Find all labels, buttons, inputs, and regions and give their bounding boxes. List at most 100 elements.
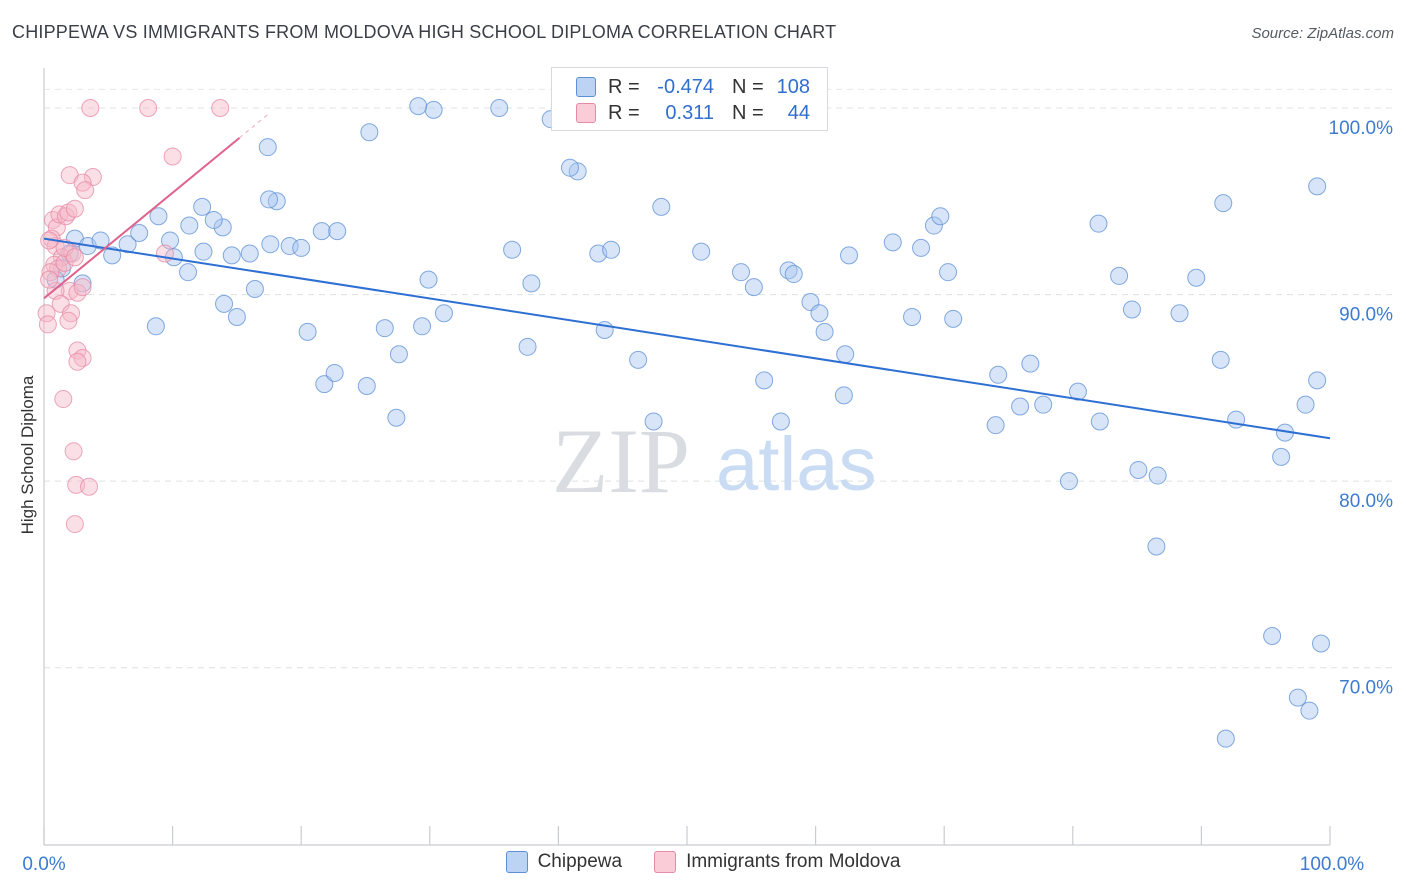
correlation-legend: R = -0.474 N = 108 R = 0.311 N = 44: [551, 67, 828, 131]
data-point-chippewa: [1211, 350, 1230, 369]
axes: [43, 68, 1331, 846]
data-point-chippewa: [325, 363, 344, 382]
data-point-chippewa: [1148, 466, 1167, 485]
legend-r-value: 0.311: [665, 101, 714, 124]
data-points: [37, 97, 1330, 748]
source-label: Source: ZipAtlas.com: [1251, 25, 1394, 42]
data-point-chippewa: [931, 207, 950, 226]
data-point-chippewa: [292, 238, 311, 257]
data-point-chippewa: [261, 235, 280, 254]
data-point-chippewa: [810, 304, 829, 323]
data-point-chippewa: [732, 263, 751, 282]
data-point-chippewa: [560, 158, 579, 177]
data-point-chippewa: [258, 138, 277, 157]
data-point-moldova: [211, 98, 230, 117]
data-point-chippewa: [1214, 194, 1233, 213]
trend-line-moldova: [43, 137, 241, 300]
legend-swatch-moldova: [654, 851, 677, 873]
watermark: ZIP atlas: [552, 410, 877, 512]
data-point-chippewa: [1308, 371, 1327, 390]
data-point-chippewa: [245, 279, 264, 298]
data-point-chippewa: [413, 317, 432, 336]
data-point-chippewa: [834, 386, 853, 405]
data-point-chippewa: [522, 274, 541, 293]
data-point-moldova: [55, 238, 74, 257]
data-point-chippewa: [644, 412, 663, 431]
data-point-chippewa: [815, 322, 834, 341]
data-point-chippewa: [784, 265, 803, 284]
legend-label-chippewa: Chippewa: [537, 851, 623, 872]
data-point-moldova: [139, 98, 158, 117]
data-point-chippewa: [1089, 214, 1108, 233]
legend-swatch-chippewa: [505, 851, 528, 873]
data-point-moldova: [68, 283, 87, 302]
data-point-chippewa: [1308, 177, 1327, 196]
data-point-chippewa: [312, 222, 331, 241]
data-point-chippewa: [903, 307, 922, 326]
trend-extension-moldova: [239, 113, 270, 139]
data-point-chippewa: [1122, 300, 1141, 319]
data-point-chippewa: [387, 408, 406, 427]
data-point-chippewa: [213, 218, 232, 237]
data-point-chippewa: [1216, 729, 1235, 748]
gridlines: [44, 88, 1395, 669]
legend-item-chippewa[interactable]: Chippewa: [505, 851, 623, 873]
legend-row-moldova: R = 0.311 N = 44: [576, 101, 810, 125]
data-point-chippewa: [652, 197, 671, 216]
data-point-moldova: [155, 244, 174, 263]
data-point-chippewa: [267, 192, 286, 211]
data-point-moldova: [76, 181, 95, 200]
data-point-chippewa: [503, 240, 522, 259]
data-point-chippewa: [91, 231, 110, 250]
data-point-chippewa: [744, 278, 763, 297]
data-point-chippewa: [1296, 395, 1315, 414]
legend-label-moldova: Immigrants from Moldova: [686, 851, 901, 872]
data-point-moldova: [81, 98, 100, 117]
data-point-chippewa: [1147, 537, 1166, 556]
data-point-moldova: [65, 248, 84, 267]
data-point-moldova: [65, 515, 84, 534]
data-point-chippewa: [924, 216, 943, 235]
data-point-chippewa: [840, 246, 859, 265]
chart-title: CHIPPEWA VS IMMIGRANTS FROM MOLDOVA HIGH…: [12, 22, 837, 42]
data-point-chippewa: [419, 270, 438, 289]
data-point-chippewa: [146, 317, 165, 336]
data-point-moldova: [51, 294, 70, 313]
x-tick-label: 100.0%: [1300, 854, 1365, 875]
data-point-moldova: [163, 147, 182, 166]
data-point-chippewa: [434, 304, 453, 323]
data-point-chippewa: [194, 242, 213, 261]
data-point-moldova: [59, 311, 78, 330]
legend-item-moldova[interactable]: Immigrants from Moldova: [654, 851, 900, 873]
data-point-chippewa: [1263, 627, 1282, 646]
data-point-chippewa: [298, 322, 317, 341]
data-point-moldova: [62, 304, 81, 323]
legend-r-value: -0.474: [657, 75, 714, 98]
data-point-moldova: [54, 390, 73, 409]
data-point-moldova: [73, 173, 92, 192]
data-point-chippewa: [989, 365, 1008, 384]
data-point-chippewa: [1300, 701, 1319, 720]
data-point-moldova: [80, 477, 99, 496]
data-point-moldova: [38, 315, 57, 334]
legend-n-value: 44: [787, 101, 810, 124]
data-point-chippewa: [629, 350, 648, 369]
data-point-chippewa: [692, 242, 711, 261]
data-point-chippewa: [315, 375, 334, 394]
data-point-chippewa: [1187, 268, 1206, 287]
data-point-chippewa: [130, 224, 149, 242]
data-point-moldova: [68, 352, 87, 371]
legend-n-label: N =: [732, 101, 764, 124]
data-point-chippewa: [1129, 460, 1148, 479]
data-point-chippewa: [389, 345, 408, 364]
trend-lines: [43, 113, 1331, 440]
data-point-moldova: [40, 270, 59, 289]
data-point-chippewa: [103, 246, 122, 265]
legend-row-chippewa: R = -0.474 N = 108: [576, 75, 810, 99]
watermark-zip: ZIP: [552, 410, 690, 512]
data-point-chippewa: [944, 309, 963, 328]
data-point-chippewa: [836, 345, 855, 364]
x-tick-label: 0.0%: [22, 854, 65, 875]
data-point-chippewa: [1272, 447, 1291, 466]
trend-line-chippewa: [43, 237, 1331, 440]
